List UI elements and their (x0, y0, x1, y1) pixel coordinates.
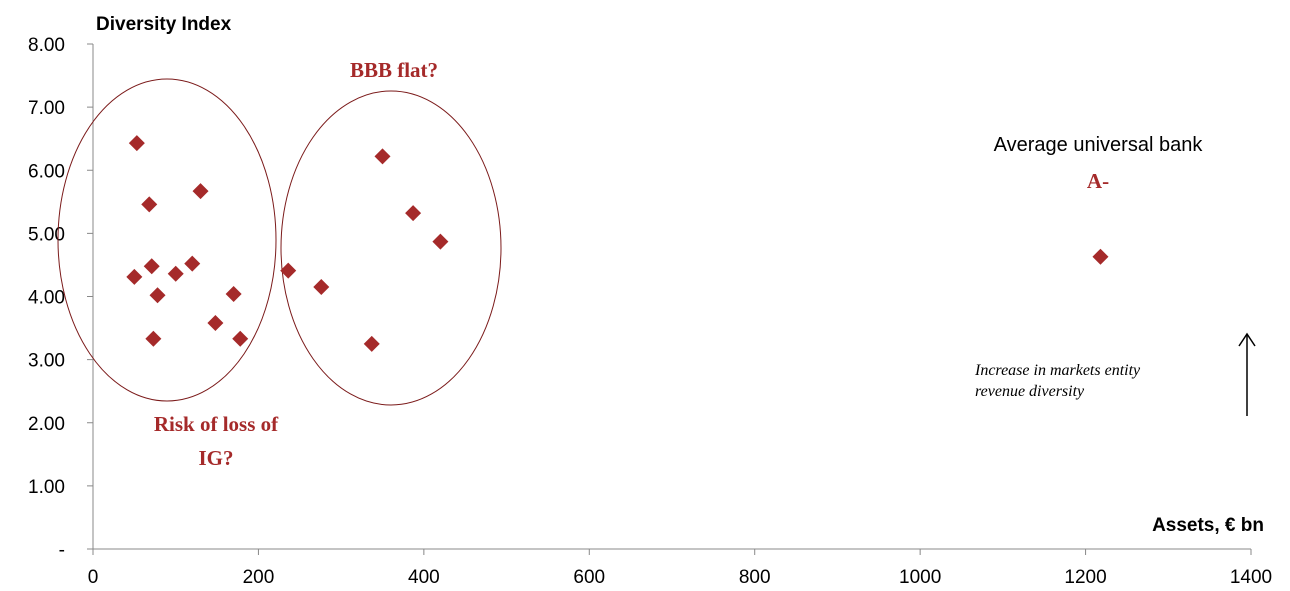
data-point (145, 331, 161, 347)
data-points (126, 135, 1108, 352)
y-tick-label: 2.00 (28, 414, 65, 435)
data-point (207, 315, 223, 331)
x-tick-label: 1200 (1064, 567, 1106, 588)
y-tick-label: 4.00 (28, 288, 65, 309)
data-point (184, 256, 200, 272)
data-point (232, 331, 248, 347)
rating-label: A- (1087, 169, 1109, 193)
data-point (405, 205, 421, 221)
y-tick-label: 7.00 (28, 98, 65, 119)
data-point (193, 183, 209, 199)
y-tick-label: - (59, 540, 65, 561)
data-point (141, 196, 157, 212)
risk-label-line1: Risk of loss of (154, 412, 279, 436)
data-point (313, 279, 329, 295)
y-axis-title: Diversity Index (96, 14, 232, 35)
risk-group-ellipse (58, 79, 276, 401)
x-axis-title: Assets, € bn (1152, 515, 1264, 536)
data-point (432, 234, 448, 250)
x-tick-label: 400 (408, 567, 440, 588)
x-tick-label: 1400 (1230, 567, 1272, 588)
data-point (126, 269, 142, 285)
arrow-label-line2: revenue diversity (975, 383, 1085, 400)
bbb-flat-label: BBB flat? (350, 58, 438, 82)
x-tick-label: 1000 (899, 567, 941, 588)
up-arrow-icon (1239, 334, 1255, 416)
y-ticks: - 1.00 2.00 3.00 4.00 5.00 6.00 7.00 8.00 (28, 35, 93, 561)
data-point (144, 258, 160, 274)
arrow-label-line1: Increase in markets entity (974, 362, 1141, 379)
risk-label-line2: IG? (198, 446, 233, 470)
x-tick-label: 200 (243, 567, 275, 588)
x-ticks: 0 200 400 600 800 1000 1200 1400 (88, 549, 1272, 588)
bbb-group-ellipse (281, 91, 501, 405)
universal-bank-label: Average universal bank (994, 134, 1204, 156)
data-point (1092, 249, 1108, 265)
x-tick-label: 800 (739, 567, 771, 588)
y-tick-label: 1.00 (28, 477, 65, 498)
data-point (226, 286, 242, 302)
data-point (375, 148, 391, 164)
data-point (150, 287, 166, 303)
data-point (364, 336, 380, 352)
y-tick-label: 5.00 (28, 224, 65, 245)
x-tick-label: 600 (573, 567, 605, 588)
y-tick-label: 6.00 (28, 161, 65, 182)
x-tick-label: 0 (88, 567, 99, 588)
data-point (129, 135, 145, 151)
y-tick-label: 8.00 (28, 35, 65, 56)
y-tick-label: 3.00 (28, 351, 65, 372)
data-point (168, 266, 184, 282)
